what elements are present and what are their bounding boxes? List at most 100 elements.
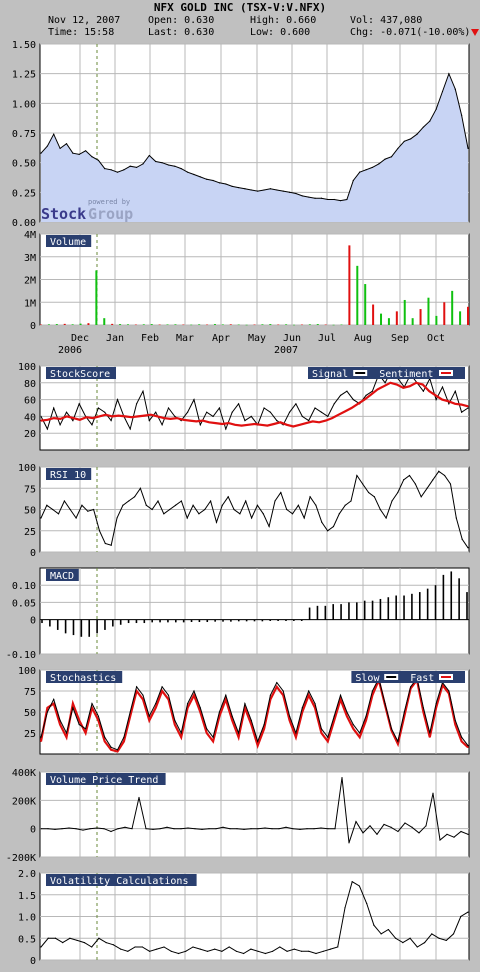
macd-bar	[49, 619, 51, 627]
price-line-point	[104, 168, 106, 170]
volatility-line-point	[387, 928, 389, 931]
price-line-point	[110, 169, 112, 171]
price-line-point	[352, 179, 354, 182]
volatility-line-point	[214, 948, 216, 950]
slow-line-point	[346, 711, 348, 713]
price-line-point	[263, 189, 265, 191]
fast-line-point	[422, 711, 424, 713]
slow-line-point	[250, 719, 252, 722]
rsi-line-point	[104, 542, 106, 545]
slow-line-point	[85, 728, 87, 730]
sentiment-line-point	[66, 415, 68, 417]
volume-bar	[459, 311, 462, 325]
macd-bar	[458, 578, 460, 620]
y-tick-label: 0	[30, 956, 36, 967]
volatility-line-point	[141, 946, 143, 948]
vpt-line-point	[285, 826, 287, 828]
signal-line-point	[142, 390, 144, 392]
volume-bar	[277, 324, 280, 326]
price-line-point	[59, 147, 61, 150]
slow-line-point	[40, 736, 42, 738]
price-line-point	[308, 196, 310, 198]
volume-bar	[119, 324, 122, 325]
slow-line-point	[78, 724, 80, 726]
fast-line-point	[142, 698, 144, 701]
sentiment-line-point	[357, 403, 359, 405]
slow-line-point	[467, 745, 469, 747]
rsi-line-point	[233, 508, 235, 511]
sentiment-line-point	[228, 422, 230, 424]
fast-line-point	[97, 719, 99, 722]
y-tick-label: 1.50	[12, 40, 36, 51]
macd-bar	[403, 595, 405, 620]
y-tick-label: 40	[24, 412, 36, 423]
volatility-line-point	[409, 937, 411, 939]
price-line-point	[199, 176, 201, 178]
signal-line-point	[225, 428, 227, 430]
volatility-line-point	[69, 937, 71, 939]
vpt-line-point	[194, 828, 196, 830]
fast-line-point	[352, 728, 354, 730]
volatility-line-point	[47, 937, 49, 939]
price-line-point	[429, 120, 431, 122]
y-tick-label: 25	[24, 527, 36, 538]
sentiment-line-point	[182, 419, 184, 421]
y-tick-label: 2.0	[18, 869, 36, 880]
vpt-line-point	[383, 823, 385, 826]
y-tick-label: 4M	[24, 230, 36, 241]
sentiment-line-point	[169, 418, 171, 420]
price-line-point	[65, 143, 68, 145]
rsi-line-point	[397, 491, 399, 494]
volume-bar	[198, 324, 201, 325]
y-tick-label: 0	[30, 321, 36, 332]
signal-line-point	[422, 390, 424, 392]
signal-line-point	[218, 407, 221, 409]
y-tick-label: 0	[30, 548, 36, 559]
vpt-line-point	[320, 827, 322, 829]
price-line-point	[72, 152, 74, 154]
slow-line-point	[263, 724, 265, 726]
price-line-point	[186, 171, 189, 173]
rsi-line-point	[57, 513, 60, 515]
stochastics-legend-entry: Fast	[410, 673, 434, 684]
volume-bar	[411, 318, 414, 325]
stockscore-label-bg	[46, 367, 116, 379]
chart-title: NFX GOLD INC (TSX-V:V.NFX)	[154, 1, 326, 14]
volume-bar	[87, 323, 90, 325]
header-date: Nov 12, 2007	[48, 15, 120, 26]
plot-area	[39, 771, 470, 858]
macd-bar	[80, 619, 83, 637]
vpt-line-point	[439, 839, 441, 841]
vpt-line-point	[110, 830, 112, 833]
price-line-point	[129, 165, 131, 167]
volatility-line-point	[127, 950, 129, 952]
vpt-line-point	[292, 828, 294, 830]
vpt-line-point	[138, 796, 140, 799]
rsi-line-point	[93, 508, 95, 511]
vpt-line-point	[404, 822, 406, 824]
y-tick-label: 0	[30, 616, 36, 627]
price-line-point	[410, 138, 412, 140]
volume-bar	[308, 324, 311, 325]
rsi-line-point	[139, 487, 142, 489]
macd-bar	[411, 593, 413, 620]
rsi-line-point	[250, 517, 253, 519]
rsi-line-point	[227, 496, 229, 498]
slow-line-point	[225, 694, 227, 696]
volume-bar	[158, 324, 161, 326]
panel-volume-price-trend: 400K 200K 0 -200K Volume Price Trend	[6, 768, 470, 864]
fast-line-point	[461, 740, 463, 743]
sentiment-line-point	[428, 390, 430, 392]
rsi-line-point	[391, 500, 393, 502]
macd-bar	[285, 619, 287, 621]
fast-line	[39, 676, 469, 753]
volume-bar	[364, 284, 367, 325]
fast-line-point	[263, 728, 265, 730]
fast-line-point	[193, 694, 195, 696]
panel-volume: 4M 3M 2M 1M 0 Volume Dec Jan Feb Mar Apr May Jun Jul A…	[24, 230, 470, 356]
volatility-line-point	[76, 939, 78, 942]
fast-line-point	[282, 694, 284, 696]
slow-line-point	[269, 694, 272, 696]
fast-line-point	[346, 715, 348, 717]
vpt-line-point	[243, 828, 245, 830]
